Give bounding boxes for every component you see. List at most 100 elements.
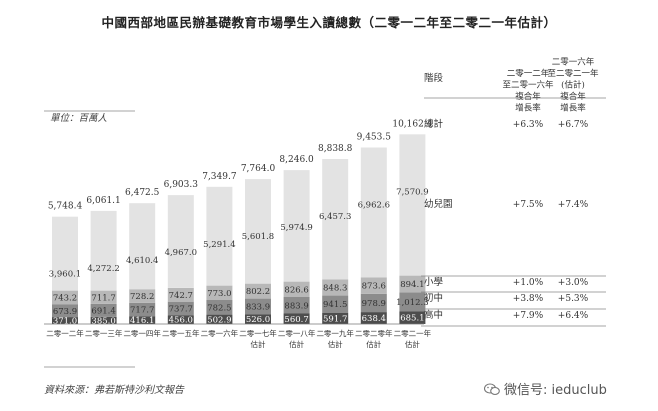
table-stage: 總計: [424, 118, 444, 130]
bar-segment: [283, 313, 310, 324]
bar-segment: [90, 290, 117, 304]
table-cagr2: +5.3%: [558, 294, 589, 304]
data-label: 4,967.0: [165, 248, 197, 258]
bar-segment: [322, 159, 349, 280]
x-tick-label: 二零一九年: [316, 328, 354, 338]
bar-segment: [245, 283, 271, 299]
data-label: 782.5: [207, 303, 231, 313]
data-label: 3,960.1: [49, 270, 81, 280]
table-cagr2: +7.4%: [558, 200, 589, 210]
data-label: 526.0: [246, 315, 270, 325]
bar-segment: [167, 315, 194, 324]
total-label: 8,246.0: [279, 155, 314, 165]
x-tick-label: 估計: [328, 339, 343, 349]
data-label: 978.9: [362, 299, 386, 309]
data-label: 737.7: [169, 305, 193, 315]
data-label: 6,962.6: [358, 201, 390, 211]
data-label: 502.9: [207, 315, 231, 325]
x-tick-label: 估計: [405, 339, 420, 349]
bar-segment: [129, 302, 156, 317]
bar-segment: [322, 295, 349, 313]
data-label: 717.7: [130, 306, 154, 316]
data-label: 802.2: [246, 287, 270, 297]
data-label: 456.0: [169, 316, 193, 326]
table-header-col2: (估計): [561, 80, 585, 91]
bar-segment: [206, 186, 233, 286]
total-label: 10,162.4: [392, 119, 432, 129]
wechat-icon: [484, 383, 500, 396]
x-tick-label: 二零一五年: [162, 328, 200, 338]
bar-segment: [360, 277, 387, 294]
table-header-stage: 階段: [424, 72, 444, 84]
data-label: 4,272.2: [87, 264, 119, 274]
data-label: 894.1: [400, 280, 424, 290]
x-tick-label: 二零二一年: [394, 328, 432, 338]
data-label: 673.9: [53, 307, 77, 317]
table-stage: 高中: [424, 309, 443, 321]
table-cagr1: +6.3%: [513, 120, 544, 130]
x-tick-label: 二零一二年: [46, 328, 84, 338]
data-label: 560.7: [284, 315, 308, 325]
bar-segment: [206, 300, 233, 315]
wechat-watermark: 微信号: ieduclub: [484, 379, 607, 398]
total-label: 9,453.5: [357, 133, 392, 143]
bar-segment: [90, 210, 117, 291]
table-cagr1: +7.5%: [513, 200, 544, 210]
table-header-col1: 增長率: [515, 103, 541, 114]
bar-segment: [283, 281, 310, 297]
bar-segment: [129, 203, 156, 290]
table-cagr2: +6.4%: [558, 311, 589, 321]
bar-segment: [360, 147, 387, 278]
data-label: 883.9: [284, 301, 308, 311]
data-label: 742.7: [169, 291, 193, 301]
x-tick-label: 二零一七年: [239, 328, 277, 338]
watermark-text: 微信号: ieduclub: [504, 383, 607, 398]
bar-segment: [206, 285, 233, 300]
data-label: 743.2: [53, 294, 77, 304]
data-label: 591.7: [323, 315, 347, 325]
data-label: 416.1: [130, 316, 154, 326]
bar-segment: [245, 314, 271, 324]
total-label: 5,748.4: [48, 202, 83, 212]
x-tick-label: 估計: [366, 339, 381, 349]
bar-segment: [206, 314, 233, 324]
bar-segment: [52, 304, 78, 318]
bar-segment: [399, 134, 426, 276]
total-label: 8,838.8: [318, 144, 353, 154]
data-label: 941.5: [323, 300, 347, 310]
x-tick-label: 二零一八年: [278, 328, 316, 338]
data-label: 826.6: [284, 285, 308, 295]
data-label: 5,291.4: [203, 240, 235, 250]
data-label: 5,974.9: [280, 223, 312, 233]
unit-label: 單位：百萬人: [50, 112, 108, 124]
bar-segment: [129, 316, 156, 324]
table-cagr2: +3.0%: [558, 278, 589, 288]
bar-segment: [399, 275, 426, 293]
bar-segment: [399, 311, 426, 324]
bar-segment: [245, 179, 271, 284]
bar-segment: [90, 303, 117, 317]
total-label: 6,061.1: [86, 196, 120, 206]
x-tick-label: 估計: [289, 339, 304, 349]
x-tick-label: 二零一四年: [123, 328, 161, 338]
data-label: 773.0: [207, 289, 231, 299]
data-label: 685.1: [400, 314, 424, 324]
bar-segment: [90, 316, 117, 324]
table-stage: 初中: [424, 292, 443, 304]
table-cagr1: +7.9%: [513, 311, 544, 321]
total-label: 7,764.0: [241, 164, 276, 174]
data-label: 638.4: [362, 314, 386, 324]
bar-segment: [360, 312, 387, 324]
bar-segment: [322, 313, 349, 324]
bar-segment: [167, 195, 194, 288]
bar-segment: [245, 298, 271, 315]
data-label: 873.6: [362, 282, 386, 292]
x-tick-label: 二零二零年: [355, 328, 393, 338]
bar-segment: [129, 289, 156, 303]
bar-segment: [52, 216, 78, 291]
table-header-col2: 複合年: [560, 91, 586, 102]
total-label: 7,349.7: [202, 172, 237, 182]
data-label: 833.9: [246, 302, 270, 312]
x-tick-label: 二零一三年: [85, 328, 123, 338]
total-label: 6,472.5: [125, 188, 160, 198]
